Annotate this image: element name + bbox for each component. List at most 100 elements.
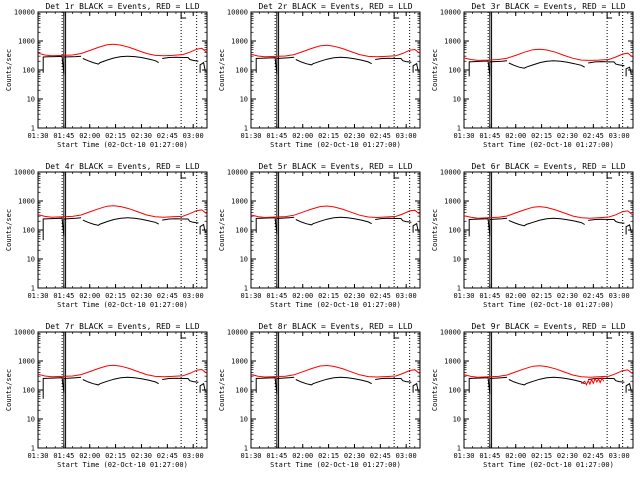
x-tick-label: 01:30: [240, 132, 261, 140]
x-tick-label: 02:45: [370, 132, 391, 140]
series-events-line: [588, 61, 625, 67]
y-tick-label: 10000: [14, 9, 35, 17]
y-tick-label: 10000: [14, 329, 35, 337]
bracket-marker: [393, 12, 400, 19]
panel-8: Det 8r BLACK = Events, RED = LLD 1 10 100 10…: [218, 322, 421, 469]
series-events-line: [42, 55, 82, 75]
series-events-line: [162, 56, 199, 62]
y-tick-label: 10: [453, 416, 461, 424]
x-axis-label: Start Time (02-Oct-10 01:27:00): [483, 461, 614, 469]
panel-7: Det 7r BLACK = Events, RED = LLD 1 10 100 10…: [5, 322, 208, 469]
series-lld-line: [463, 365, 634, 378]
bracket-marker: [180, 12, 187, 19]
series-events-line: [508, 60, 585, 69]
chart-title: Det 3r BLACK = Events, RED = LLD: [471, 2, 625, 11]
x-tick-label: 02:00: [292, 292, 313, 300]
panel-4: Det 4r BLACK = Events, RED = LLD 1 10 100 10…: [5, 162, 208, 309]
x-axis-label: Start Time (02-Oct-10 01:27:00): [270, 301, 401, 309]
x-tick-label: 01:30: [453, 452, 474, 460]
series-events-line: [468, 217, 508, 237]
y-tick-label: 1000: [444, 358, 461, 366]
chart-title: Det 6r BLACK = Events, RED = LLD: [471, 162, 625, 171]
x-tick-label: 02:30: [557, 292, 578, 300]
x-tick-label: 01:45: [479, 132, 500, 140]
x-tick-label: 03:00: [183, 452, 204, 460]
chart-title: Det 5r BLACK = Events, RED = LLD: [258, 162, 412, 171]
x-tick-label: 02:15: [318, 132, 339, 140]
y-tick-label: 10: [240, 96, 248, 104]
series-events-line: [375, 217, 412, 223]
x-tick-label: 01:30: [453, 132, 474, 140]
series-events-line: [162, 218, 199, 224]
x-tick-label: 01:45: [53, 292, 74, 300]
y-tick-label: 1: [244, 445, 248, 453]
x-tick-label: 01:45: [266, 132, 287, 140]
y-axis-label: Counts/sec: [431, 369, 439, 411]
x-tick-label: 03:00: [609, 132, 630, 140]
series-lld-line: [37, 205, 208, 218]
y-tick-label: 1: [31, 445, 35, 453]
panel-5: Det 5r BLACK = Events, RED = LLD 1 10 100 10…: [218, 162, 421, 309]
y-tick-label: 1000: [231, 358, 248, 366]
y-tick-label: 1: [31, 125, 35, 133]
series-events-line: [412, 222, 419, 233]
y-tick-label: 10000: [14, 169, 35, 177]
bracket-marker: [180, 172, 187, 179]
series-events-line: [468, 60, 508, 77]
bracket-marker: [393, 172, 400, 179]
series-lld-line: [250, 44, 421, 58]
x-axis-label: Start Time (02-Oct-10 01:27:00): [57, 301, 188, 309]
bracket-marker: [180, 332, 187, 339]
series-lld-line: [581, 376, 605, 387]
x-tick-label: 02:15: [105, 452, 126, 460]
x-tick-label: 02:00: [505, 132, 526, 140]
x-tick-label: 03:00: [609, 292, 630, 300]
y-tick-label: 100: [235, 227, 248, 235]
series-events-line: [625, 224, 632, 235]
x-tick-label: 02:15: [531, 132, 552, 140]
x-tick-label: 02:45: [370, 292, 391, 300]
y-tick-label: 1000: [18, 198, 35, 206]
series-events-line: [625, 66, 632, 77]
y-tick-label: 100: [448, 387, 461, 395]
y-tick-label: 10000: [440, 9, 461, 17]
series-events-line: [468, 376, 508, 395]
series-lld-line: [37, 43, 208, 57]
x-tick-label: 03:00: [183, 292, 204, 300]
y-axis-label: Counts/sec: [5, 49, 13, 91]
y-tick-label: 10: [27, 256, 35, 264]
x-tick-label: 03:00: [609, 452, 630, 460]
series-events-line: [295, 376, 372, 386]
x-tick-label: 01:30: [240, 452, 261, 460]
x-tick-label: 01:30: [27, 292, 48, 300]
chart-title: Det 4r BLACK = Events, RED = LLD: [45, 162, 199, 171]
series-events-line: [375, 377, 412, 383]
series-events-line: [412, 62, 419, 73]
y-tick-label: 10: [240, 256, 248, 264]
y-axis-label: Counts/sec: [5, 369, 13, 411]
y-tick-label: 10000: [227, 329, 248, 337]
y-tick-label: 100: [448, 227, 461, 235]
y-tick-label: 1000: [231, 198, 248, 206]
series-events-line: [508, 217, 585, 227]
y-tick-label: 10000: [227, 9, 248, 17]
y-tick-label: 1000: [18, 358, 35, 366]
series-events-line: [255, 56, 295, 75]
x-tick-label: 02:00: [505, 292, 526, 300]
x-tick-label: 02:30: [131, 452, 152, 460]
x-tick-label: 02:15: [105, 132, 126, 140]
x-axis-label: Start Time (02-Oct-10 01:27:00): [57, 461, 188, 469]
series-events-line: [295, 56, 372, 66]
panel-1: Det 1r BLACK = Events, RED = LLD 1 10 100 10…: [5, 2, 208, 149]
series-events-line: [295, 216, 372, 226]
series-events-line: [162, 377, 199, 383]
series-events-line: [199, 223, 206, 235]
chart-title: Det 7r BLACK = Events, RED = LLD: [45, 322, 199, 331]
x-tick-label: 03:00: [396, 452, 417, 460]
panel-3: Det 3r BLACK = Events, RED = LLD 1 10 100 10…: [431, 2, 634, 149]
x-tick-label: 01:30: [27, 452, 48, 460]
y-tick-label: 10: [27, 416, 35, 424]
series-events-line: [588, 218, 625, 224]
x-tick-label: 02:45: [583, 452, 604, 460]
